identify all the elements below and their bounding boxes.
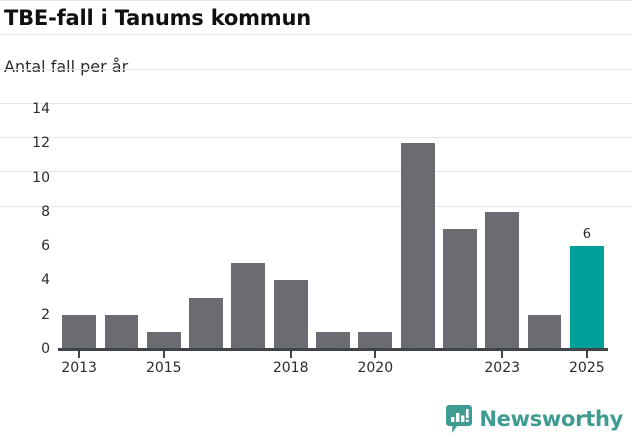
bar-2016[interactable] bbox=[189, 109, 223, 349]
bar-2025[interactable]: 6 bbox=[569, 109, 604, 349]
bar-rect bbox=[62, 314, 97, 349]
x-axis-tick bbox=[585, 351, 588, 358]
bar-2014[interactable] bbox=[104, 109, 139, 349]
newsworthy-bar-chart-bubble-icon bbox=[446, 405, 473, 433]
gridline-6 bbox=[0, 137, 631, 139]
x-axis-tick-label: 2020 bbox=[357, 360, 394, 376]
bar-rect bbox=[316, 331, 350, 349]
y-axis-tick-label: 8 bbox=[41, 203, 50, 220]
x-axis-labels: 2013 2015 2018 2020 2023 2025 bbox=[58, 360, 608, 382]
x-axis-tick-label: 2018 bbox=[272, 360, 309, 376]
bar-2018[interactable] bbox=[273, 109, 308, 349]
bar-rect bbox=[104, 314, 139, 349]
newsworthy-logo[interactable]: Newsworthy bbox=[446, 404, 623, 434]
gridline-10 bbox=[0, 68, 631, 70]
y-axis-tick-label: 14 bbox=[32, 101, 50, 117]
bar-2022[interactable] bbox=[443, 109, 477, 349]
y-axis-tick-label: 0 bbox=[41, 341, 50, 357]
bar-rect bbox=[146, 331, 181, 349]
y-axis-tick-label: 10 bbox=[32, 169, 50, 186]
bar-2024[interactable] bbox=[527, 109, 562, 349]
gridline-12 bbox=[0, 34, 631, 36]
bar-rect bbox=[189, 297, 223, 349]
y-axis-tick-label: 12 bbox=[32, 135, 50, 152]
bar-2019[interactable] bbox=[316, 109, 350, 349]
newsworthy-wordmark: Newsworthy bbox=[479, 406, 623, 431]
y-axis-tick-label: 2 bbox=[41, 306, 50, 323]
x-axis-tick bbox=[78, 351, 81, 358]
bar-2015[interactable] bbox=[146, 109, 181, 349]
bar-rect bbox=[400, 143, 435, 349]
y-axis-tick-label: 6 bbox=[41, 238, 50, 255]
chart-subtitle: Antal fall per år bbox=[4, 57, 129, 76]
x-axis-tick-label: 2015 bbox=[145, 360, 182, 376]
x-axis-tick-label: 2025 bbox=[569, 360, 605, 376]
x-axis-line bbox=[58, 348, 608, 351]
bar-2020[interactable] bbox=[358, 109, 393, 349]
bar-2021[interactable] bbox=[400, 109, 435, 349]
x-axis-tick-label: 2023 bbox=[484, 360, 521, 376]
bar-rect bbox=[358, 331, 393, 349]
x-axis-tick bbox=[289, 351, 292, 358]
x-axis-tick bbox=[374, 351, 377, 358]
x-axis-tick bbox=[162, 351, 165, 358]
bar-rect bbox=[443, 229, 477, 349]
y-axis-labels: 0 2 4 6 8 10 12 14 bbox=[0, 102, 50, 356]
gridline-4 bbox=[0, 171, 631, 173]
gridline-8 bbox=[0, 102, 631, 104]
page-title: TBE-fall i Tanums kommun bbox=[4, 6, 311, 30]
x-axis-ticks bbox=[58, 351, 608, 358]
bar-2013[interactable] bbox=[62, 109, 97, 349]
bar-rect bbox=[273, 280, 308, 349]
bar-2017[interactable] bbox=[231, 109, 266, 349]
bar-value-label: 6 bbox=[582, 227, 591, 243]
y-axis-tick-label: 4 bbox=[41, 272, 50, 289]
bar-series: 6 bbox=[58, 109, 608, 349]
bar-rect bbox=[231, 263, 266, 349]
bar-2023[interactable] bbox=[485, 109, 520, 349]
x-axis-tick bbox=[501, 351, 504, 358]
gridline-2 bbox=[0, 205, 631, 207]
bar-rect bbox=[527, 314, 562, 349]
x-axis-tick-label: 2013 bbox=[61, 360, 97, 376]
bar-rect bbox=[569, 246, 604, 349]
bar-rect bbox=[485, 211, 520, 349]
gridline-14 bbox=[0, 0, 631, 1]
